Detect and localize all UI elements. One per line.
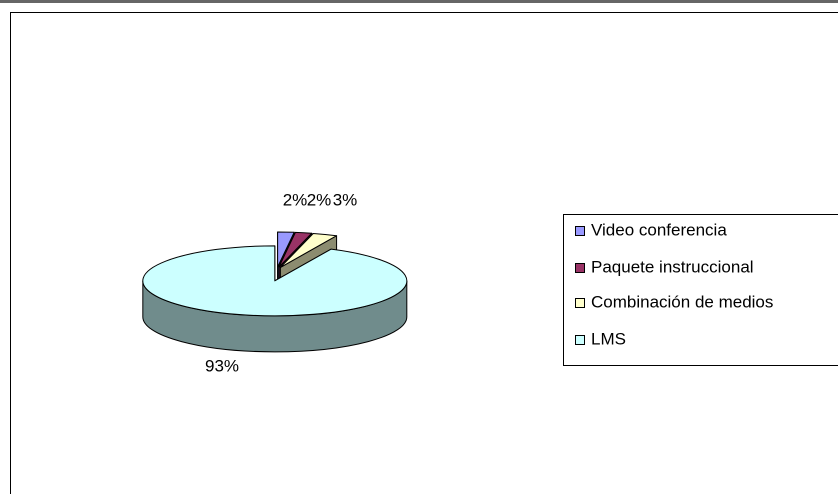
slice-top — [278, 231, 313, 268]
legend-swatch — [575, 263, 585, 273]
slice-top — [279, 233, 338, 268]
slice — [142, 245, 408, 353]
data-label: 3% — [333, 190, 358, 209]
data-label: 93% — [205, 356, 239, 375]
slice-top — [277, 231, 295, 268]
chart-border — [10, 12, 838, 494]
pie — [142, 231, 408, 353]
legend — [563, 214, 838, 366]
data-label: 2% — [307, 190, 332, 209]
legend-label: LMS — [591, 329, 626, 348]
legend-swatch — [575, 335, 585, 345]
data-label: 2% — [283, 190, 308, 209]
legend-label: Video conferencia — [591, 220, 727, 239]
slice-top — [142, 245, 408, 317]
top-edge — [0, 0, 838, 3]
legend-label: Paquete instruccional — [591, 257, 754, 276]
legend-label: Combinación de medios — [591, 292, 773, 311]
legend-swatch — [575, 298, 585, 308]
legend-swatch — [575, 226, 585, 236]
